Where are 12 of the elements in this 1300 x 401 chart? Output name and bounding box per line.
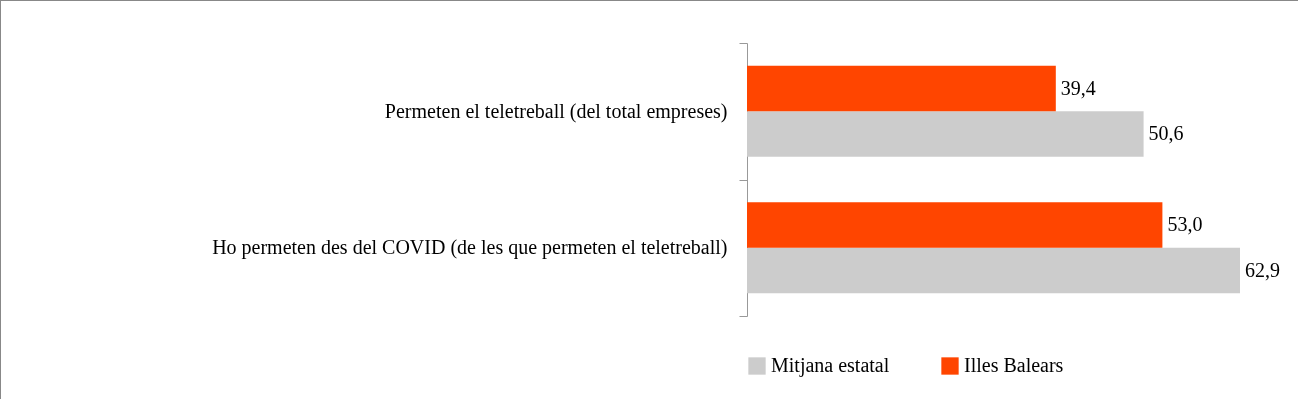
data-label: 39,4 [1060, 76, 1096, 99]
legend-label: Illes Balears [964, 354, 1064, 376]
y-tick-label: Permeten el teletreball (del total empreses) [384, 99, 728, 123]
y-tick-label: Ho permeten des del COVID (de les que permeten el teletreball) [212, 236, 728, 260]
data-label: 53,0 [1167, 213, 1203, 235]
bar [747, 111, 1144, 157]
data-label: 50,6 [1148, 122, 1184, 144]
bar [747, 202, 1163, 248]
legend-label: Mitjana estatal [771, 354, 890, 377]
bar [747, 247, 1240, 294]
data-label: 62,9 [1245, 258, 1280, 281]
bar [747, 65, 1056, 112]
